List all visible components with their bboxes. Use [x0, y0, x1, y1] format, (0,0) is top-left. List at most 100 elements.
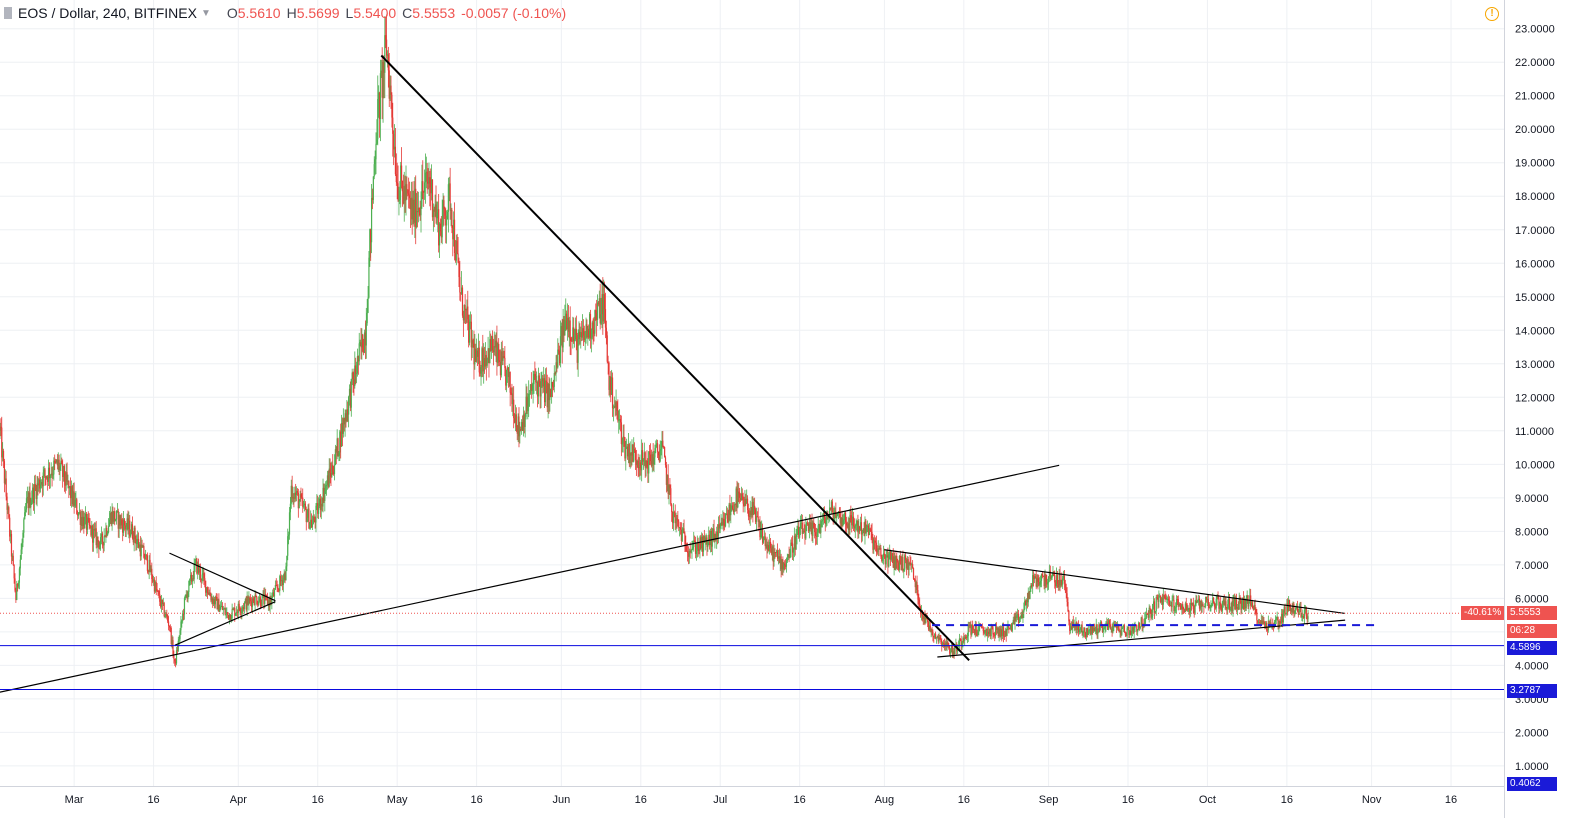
candle-body [1145, 614, 1148, 618]
candle-body [1109, 624, 1111, 629]
candle-body [48, 467, 51, 479]
candle-body [394, 146, 397, 175]
candle-body [620, 422, 622, 445]
candle-body [1065, 587, 1067, 594]
candle-body [1240, 600, 1242, 610]
candle-body [718, 524, 720, 529]
candle-body [417, 207, 419, 213]
candle-body [611, 377, 613, 395]
candle-body [2, 450, 5, 462]
candle-body [580, 332, 582, 337]
candle-body [453, 219, 455, 240]
candle-body [667, 474, 669, 495]
candle-body [51, 473, 53, 476]
candle-body [570, 338, 572, 341]
time-axis[interactable]: Mar 16 Apr 16 May 16 Jun 16 Jul 16 Aug 16 Sep 16 Oct 16… [0, 786, 1504, 807]
candle-body [1152, 601, 1155, 605]
candle-body [826, 516, 828, 520]
candle-body [885, 556, 887, 565]
candle-body [786, 557, 788, 562]
candle-body [891, 552, 893, 557]
candle-body [568, 320, 570, 332]
candle-body [487, 348, 489, 358]
candle-body [1014, 616, 1016, 625]
candle-body [1207, 599, 1209, 604]
candle-body [313, 516, 315, 521]
candle-body [486, 357, 488, 366]
candle-body [1061, 579, 1063, 585]
candle-body [393, 133, 395, 150]
price-axis[interactable]: 1.00002.00003.00004.00005.00006.00007.00… [1504, 0, 1555, 818]
candle-body [109, 513, 111, 520]
candle-body [173, 655, 175, 659]
candle-body [146, 555, 148, 571]
candle-body [389, 85, 391, 99]
candle-body [279, 576, 281, 591]
candle-body [209, 592, 211, 597]
candle-body [588, 328, 590, 338]
candle-body [93, 529, 96, 531]
candle-body [642, 459, 645, 462]
candle-body [249, 597, 251, 600]
candle-body [1219, 602, 1221, 609]
candle-body [457, 253, 459, 263]
candle-body [449, 183, 451, 211]
warning-icon[interactable]: ! [1485, 7, 1499, 21]
candle-body [1060, 579, 1062, 586]
candle-body [515, 414, 517, 428]
candle-body [930, 629, 932, 632]
candle-body [1227, 604, 1229, 609]
candle-body [239, 609, 241, 613]
candle-body [107, 526, 110, 533]
candle-body [624, 437, 626, 459]
candle-body [138, 544, 141, 548]
candle-body [330, 472, 332, 477]
candle-body [760, 529, 762, 538]
candle-body [348, 396, 350, 415]
candle-body [758, 520, 760, 522]
candle-body [425, 171, 427, 173]
candle-body [116, 510, 118, 512]
candle-body [777, 556, 780, 559]
candle-body [100, 537, 102, 546]
candle-body [509, 372, 511, 393]
low-label: L [345, 5, 354, 21]
candle-body [231, 609, 233, 619]
candle-body [540, 381, 542, 397]
candle-body [550, 389, 552, 397]
candle-body [895, 555, 897, 570]
candle-body [157, 590, 159, 592]
candle-body [187, 591, 189, 599]
candle-body [235, 613, 237, 616]
candle-body [1197, 599, 1199, 602]
candle-body [541, 378, 543, 382]
drawing-layer[interactable] [0, 54, 1377, 693]
candle-body [1127, 627, 1129, 629]
countdown-tag: 06:28 [1507, 624, 1557, 638]
candle-body [1037, 578, 1039, 582]
candle-body [1243, 600, 1246, 609]
candle-body [34, 484, 36, 488]
candle-body [1033, 576, 1036, 580]
candle-body [20, 549, 22, 560]
candle-body [1010, 624, 1013, 631]
candle-body [81, 517, 83, 526]
candle-body [556, 362, 558, 368]
candle-body [867, 525, 870, 536]
candle-body [1205, 596, 1207, 607]
candle-body [804, 532, 806, 539]
candle-body [373, 164, 375, 177]
candle-body [73, 491, 75, 506]
x-tick-label: 16 [1122, 794, 1134, 806]
candle-body [573, 327, 575, 342]
candle-body [8, 507, 10, 518]
candle-body [52, 474, 54, 476]
candle-body [961, 642, 963, 646]
candle-body [1175, 607, 1177, 608]
candle-body [842, 520, 844, 527]
candle-body [644, 452, 646, 468]
symbol-title[interactable]: EOS / Dollar, 240, BITFINEX [18, 5, 197, 21]
chevron-down-icon[interactable]: ▼ [200, 7, 211, 19]
candle-body [1, 427, 3, 458]
